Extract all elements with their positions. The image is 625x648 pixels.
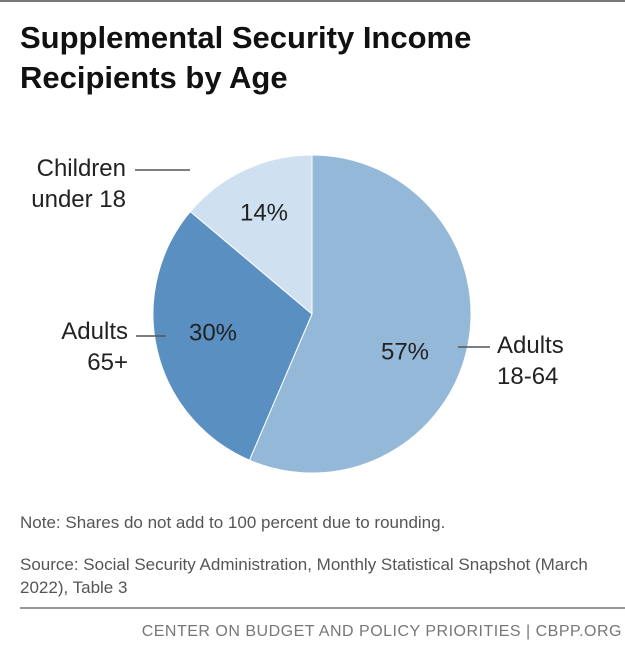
pie-slice	[248, 154, 472, 474]
category-label-line: 18-64	[497, 363, 558, 390]
category-label-line: 65+	[87, 349, 128, 376]
note: Note: Shares do not add to 100 percent d…	[20, 513, 446, 532]
category-label-line: Children	[37, 155, 126, 182]
chart-title: Supplemental Security Income Recipients …	[20, 20, 472, 95]
category-label-line: Adults	[497, 332, 564, 359]
category-label: Adults 18-64	[497, 332, 564, 390]
source: Source: Social Security Administration, …	[20, 555, 588, 597]
value-label: 14%	[240, 199, 288, 226]
footer: CENTER ON BUDGET AND POLICY PRIORITIES |…	[141, 623, 622, 640]
category-label: Adults 65+	[61, 318, 128, 376]
pie-slice	[189, 154, 313, 316]
category-label-line: under 18	[31, 186, 126, 213]
category-label: Children under 18	[31, 155, 126, 213]
value-label: 30%	[189, 319, 237, 346]
category-label-line: Adults	[61, 318, 128, 345]
pie-slice	[152, 210, 313, 461]
value-label: 57%	[381, 338, 429, 365]
